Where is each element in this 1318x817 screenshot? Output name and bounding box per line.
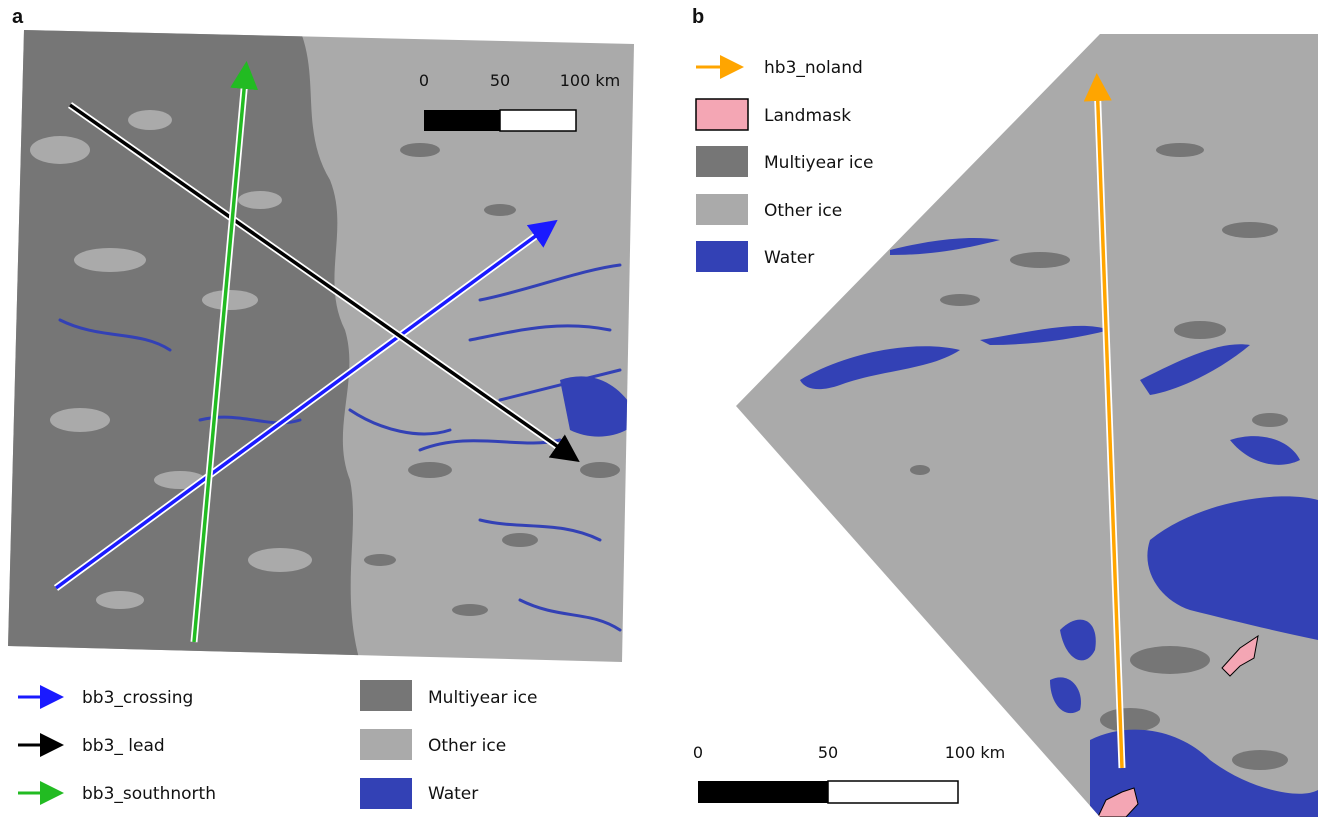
legend-bb3-crossing: bb3_crossing bbox=[18, 685, 193, 709]
panel-a-lines-legend: bb3_crossing bb3_ lead bb3_southnorth bbox=[18, 685, 216, 805]
panel-b-water bbox=[800, 238, 1318, 817]
panel-b-scale-bar: 0 50 100 km bbox=[693, 743, 1005, 804]
panel-b-legend: hb3_noland Landmask Multiyear ice Other … bbox=[695, 55, 873, 272]
panel-b-landmask bbox=[1097, 634, 1259, 817]
panel-a-multiyear-patches-east bbox=[364, 143, 620, 616]
legend-b-landmask-label: Landmask bbox=[764, 106, 851, 126]
panel-a-multiyear-ice bbox=[8, 30, 360, 662]
legend-a-multiyear-label: Multiyear ice bbox=[428, 688, 537, 708]
panel-a-letter: a bbox=[12, 6, 24, 28]
panel-a-water-east bbox=[560, 376, 634, 437]
legend-b-hb3-noland-label: hb3_noland bbox=[764, 58, 863, 78]
legend-bb3-lead-label: bb3_ lead bbox=[82, 736, 165, 756]
legend-a-other-ice-swatch bbox=[360, 729, 412, 760]
panel-b-scale-tick-50: 50 bbox=[818, 743, 838, 762]
legend-bb3-lead: bb3_ lead bbox=[18, 733, 165, 757]
panel-a-water-leads bbox=[58, 263, 622, 632]
legend-bb3-crossing-label: bb3_crossing bbox=[82, 688, 193, 708]
panel-a-map: 0 50 100 km bbox=[8, 30, 634, 662]
panel-a-scale-tick-100: 100 km bbox=[560, 71, 620, 90]
legend-bb3-southnorth: bb3_southnorth bbox=[18, 781, 216, 805]
panel-b-scale-tick-0: 0 bbox=[693, 743, 703, 762]
panel-a-scale-bar: 0 50 100 km bbox=[419, 71, 620, 132]
legend-b-water-label: Water bbox=[764, 248, 814, 268]
legend-a-water-swatch bbox=[360, 778, 412, 809]
legend-b-multiyear-label: Multiyear ice bbox=[764, 153, 873, 173]
panel-b-letter: b bbox=[692, 6, 705, 28]
panel-a-classes-legend: Multiyear ice Other ice Water bbox=[360, 680, 537, 809]
panel-a-scale-tick-50: 50 bbox=[490, 71, 510, 90]
legend-b-water-swatch bbox=[696, 241, 748, 272]
legend-b-landmask-swatch bbox=[695, 98, 749, 131]
panel-b-scale-tick-100: 100 km bbox=[945, 743, 1005, 762]
legend-b-other-ice-label: Other ice bbox=[764, 201, 842, 221]
panel-a-bb3-crossing-line bbox=[54, 219, 558, 590]
legend-a-water-label: Water bbox=[428, 784, 478, 804]
panel-a-scale-tick-0: 0 bbox=[419, 71, 429, 90]
panel-b-multiyear-patches bbox=[910, 143, 1288, 770]
legend-b-multiyear-swatch bbox=[696, 146, 748, 177]
legend-a-multiyear-swatch bbox=[360, 680, 412, 711]
panel-a-bb3-lead-line bbox=[68, 103, 580, 463]
panel-b-map: 0 50 100 km bbox=[693, 34, 1318, 817]
legend-bb3-southnorth-label: bb3_southnorth bbox=[82, 784, 216, 804]
panel-a-bb3-southnorth-line bbox=[192, 61, 259, 643]
legend-a-other-ice-label: Other ice bbox=[428, 736, 506, 756]
panel-b-other-ice bbox=[736, 34, 1318, 817]
legend-b-other-ice-swatch bbox=[696, 194, 748, 225]
panel-b-hb3-noland-line bbox=[1083, 73, 1124, 769]
